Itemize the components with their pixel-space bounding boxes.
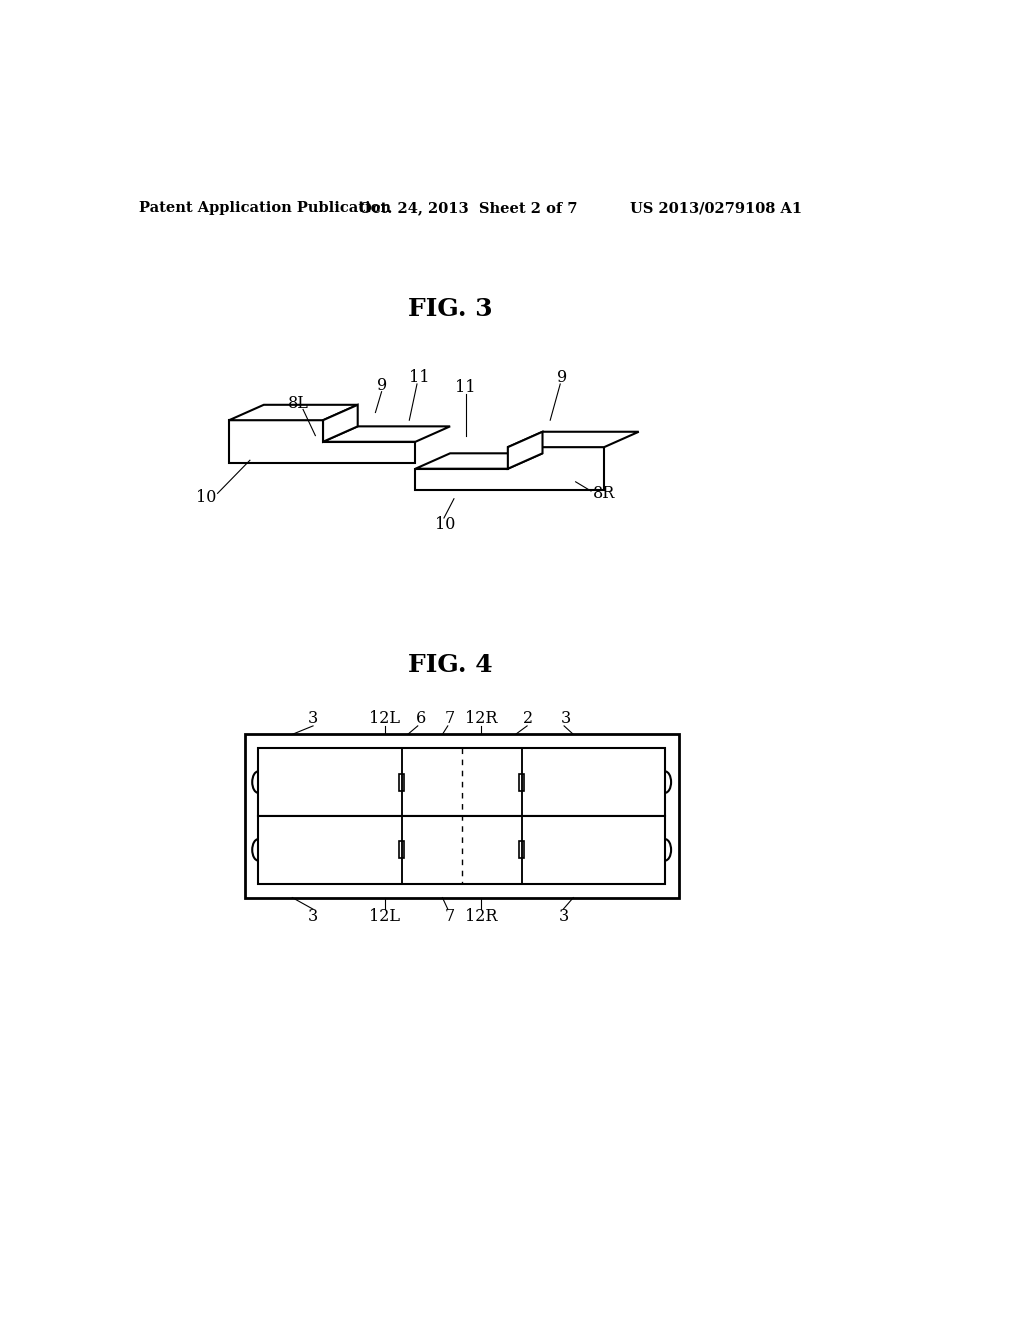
Polygon shape <box>508 432 639 447</box>
Text: 8L: 8L <box>288 395 309 412</box>
Text: FIG. 4: FIG. 4 <box>408 653 493 677</box>
Text: FIG. 3: FIG. 3 <box>408 297 493 321</box>
Bar <box>399 774 404 791</box>
Text: 7: 7 <box>445 908 456 924</box>
Bar <box>519 774 524 791</box>
Text: US 2013/0279108 A1: US 2013/0279108 A1 <box>630 202 802 215</box>
Text: Oct. 24, 2013  Sheet 2 of 7: Oct. 24, 2013 Sheet 2 of 7 <box>358 202 578 215</box>
Bar <box>519 841 524 858</box>
Text: 3: 3 <box>308 908 318 924</box>
Polygon shape <box>323 405 357 442</box>
Polygon shape <box>416 453 543 469</box>
Bar <box>258 748 665 816</box>
Text: 11: 11 <box>409 370 429 387</box>
Polygon shape <box>416 447 604 490</box>
Text: 12R: 12R <box>466 908 498 924</box>
Text: 10: 10 <box>434 516 455 533</box>
Text: 12L: 12L <box>370 908 400 924</box>
Text: 6: 6 <box>416 710 426 727</box>
Text: 3: 3 <box>559 908 569 924</box>
Polygon shape <box>508 432 543 469</box>
Text: 9: 9 <box>377 378 387 395</box>
Text: 9: 9 <box>557 370 567 387</box>
Text: 2: 2 <box>523 710 532 727</box>
Polygon shape <box>323 426 451 442</box>
Text: Patent Application Publication: Patent Application Publication <box>139 202 391 215</box>
Bar <box>399 841 404 858</box>
Polygon shape <box>229 405 357 420</box>
Text: 10: 10 <box>196 488 216 506</box>
Bar <box>258 816 665 884</box>
Text: 7: 7 <box>445 710 456 727</box>
Text: 8R: 8R <box>593 484 615 502</box>
Text: 3: 3 <box>308 710 318 727</box>
Text: 12L: 12L <box>370 710 400 727</box>
Bar <box>245 734 679 898</box>
Text: 3: 3 <box>560 710 570 727</box>
Polygon shape <box>229 420 416 462</box>
Text: 11: 11 <box>456 379 476 396</box>
Text: 12R: 12R <box>465 710 498 727</box>
